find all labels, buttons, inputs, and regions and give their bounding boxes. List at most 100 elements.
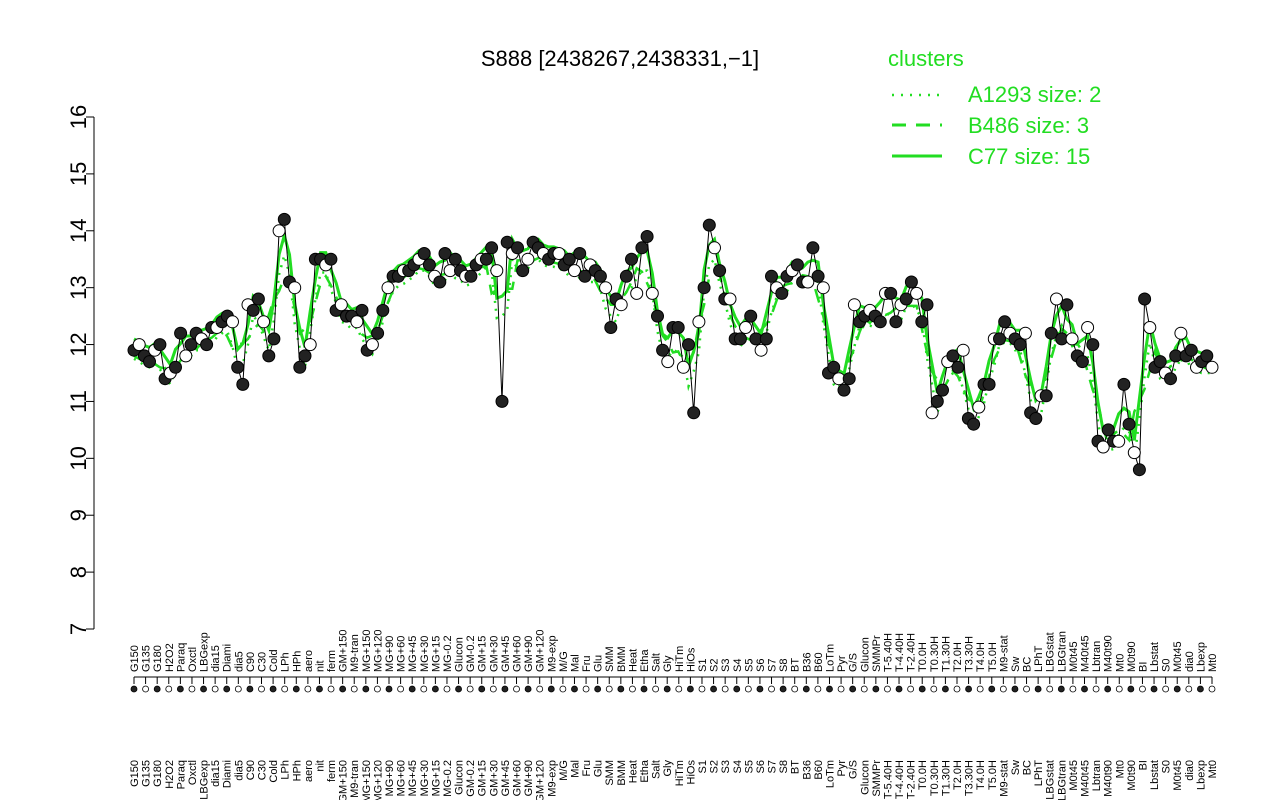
x-tick-marker [895,685,903,693]
x-tick-marker [571,685,578,693]
data-point [899,292,913,306]
x-tick-label-lower: Mt0 [1207,760,1219,778]
x-tick-marker [408,685,416,693]
data-point [884,286,898,300]
x-tick-label: Glucon [859,637,871,672]
x-tick-label-lower: GM+90 [523,760,535,796]
x-tick-label-lower: G135 [141,760,153,787]
data-point [925,406,939,420]
x-tick-label-lower: C90 [245,760,257,780]
data-point [614,298,628,312]
data-point [1075,355,1089,369]
data-point [1122,417,1136,431]
x-tick-label: GM+60 [512,636,524,672]
x-tick-marker [652,685,660,693]
data-point [687,406,701,420]
x-tick-label: S4 [732,659,744,672]
x-tick-label: T2.0H [952,642,964,672]
x-tick-label: Lbtran [1091,641,1103,672]
data-point [169,360,182,374]
x-tick-label: M9-exp [546,635,558,672]
data-point [371,326,385,340]
data-point [552,247,566,260]
x-tick-label: M/G [558,651,570,672]
x-tick-marker [629,685,636,693]
x-tick-marker [1139,685,1146,693]
x-tick-label-lower: BC [1022,760,1034,775]
x-tick-marker [165,685,173,693]
data-point [640,230,654,243]
x-axis-ticks: G150G150G135G135G180G180H2O2H2O2ParaqPar… [129,630,1219,800]
x-tick-label-lower: B60 [813,760,825,780]
legend: clusters A1293 size: 2 B486 size: 3 C77 … [888,46,1101,169]
x-tick-label: S5 [743,659,755,672]
x-tick-label-lower: T1.30H [940,760,952,796]
data-point [930,394,944,408]
x-tick-label-lower: Salt [651,760,663,779]
x-tick-label-lower: C30 [257,760,269,780]
x-tick-label: G180 [152,645,164,672]
x-tick-marker [1092,685,1100,693]
data-point [842,372,856,386]
x-tick-label: M0t45 [1068,641,1080,672]
data-point [993,332,1006,346]
x-tick-label-lower: T0.0H [917,760,929,790]
x-tick-label: Paraq [175,643,187,672]
x-tick-label: S1 [697,659,709,672]
x-tick-label: LBGtran [1056,631,1068,672]
x-tick-label-lower: GM-0.2 [465,760,477,797]
x-tick-label: T0.0H [917,642,929,672]
data-point [1112,434,1126,448]
x-tick-marker [1162,685,1170,693]
x-tick-marker [1034,685,1042,693]
x-tick-marker [188,685,196,693]
x-tick-label-lower: T-2.40H [906,760,918,799]
x-tick-label-lower: SMM [604,760,616,786]
x-tick-marker [1197,685,1204,693]
x-tick-label: SMMPr [871,635,883,672]
x-tick-label: G150 [129,645,141,672]
x-tick-marker [1023,685,1030,693]
x-tick-marker [1173,685,1181,693]
x-tick-marker [200,685,207,693]
x-tick-marker [686,685,694,693]
x-tick-marker [872,685,880,693]
x-tick-marker [640,685,648,693]
data-point [708,241,721,255]
chart-title: S888 [2438267,2438331,−1] [481,46,759,71]
data-point [956,343,970,357]
x-tick-label-lower: MG+90 [384,760,396,796]
data-point [251,292,265,306]
data-point [267,332,281,346]
x-tick-label: MG-0.2 [442,635,454,672]
x-tick-label: GM+30 [488,636,500,672]
data-point [604,321,618,334]
data-point [630,286,644,300]
x-tick-label-lower: GM+30 [488,760,500,796]
data-point [184,338,198,352]
x-tick-marker [223,685,231,693]
x-tick-marker [420,685,428,693]
data-point [132,338,146,352]
x-tick-label-lower: S1 [697,760,709,773]
x-tick-label: BI [1137,662,1149,672]
x-tick-label: S8 [778,659,790,672]
x-tick-label: MG+150 [361,630,373,673]
data-point [889,315,903,329]
x-tick-marker [988,685,996,693]
x-tick-label: Fru [581,656,593,673]
x-tick-label: HPh [291,651,303,672]
x-tick-label: M9-stat [998,635,1010,672]
x-tick-marker [779,685,787,693]
x-tick-marker [802,685,810,693]
x-tick-label-lower: Pyr [836,760,848,777]
x-tick-marker [362,685,370,693]
data-point [1060,298,1074,312]
x-tick-label: dia15 [210,645,222,672]
data-point [1132,463,1146,477]
x-tick-label: LBGexp [199,632,211,672]
x-tick-marker [582,685,590,693]
data-point [1029,412,1043,425]
data-point [661,355,675,369]
data-point [733,332,747,346]
